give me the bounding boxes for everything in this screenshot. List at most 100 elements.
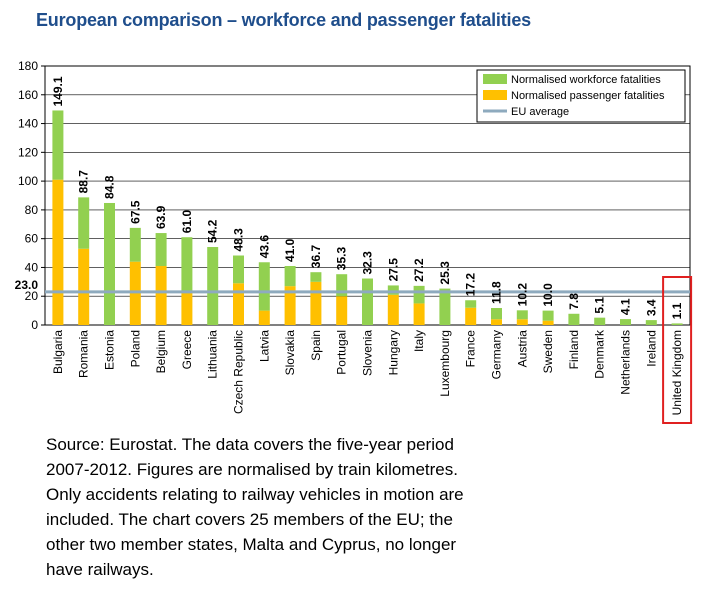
- x-tick-label: Romania: [77, 330, 91, 378]
- x-tick-label: Latvia: [257, 330, 271, 362]
- bar-segment: [336, 274, 348, 297]
- bar-segment: [542, 310, 554, 321]
- source-line: Only accidents relating to railway vehic…: [46, 485, 464, 504]
- bar-segment: [310, 281, 322, 325]
- bar-segment: [181, 291, 193, 325]
- data-label: 27.2: [412, 258, 426, 282]
- x-tick-label: Italy: [412, 330, 426, 352]
- fatalities-chart: 0 20 40 60 80 100 120 140 160 180 23.0 149.1 88.7 84.…: [15, 59, 693, 424]
- data-label: 27.5: [386, 258, 400, 282]
- x-tick-label: Germany: [490, 330, 504, 379]
- bar-segment: [284, 286, 296, 325]
- data-label: 25.3: [438, 261, 452, 285]
- source-note: Source: Eurostat. The data covers the fi…: [46, 432, 516, 582]
- x-tick-label: Hungary: [386, 330, 400, 375]
- x-tick-label: Czech Republic: [232, 330, 246, 414]
- x-tick-label: Poland: [128, 330, 142, 367]
- bar-segment: [671, 323, 683, 325]
- data-label: 7.8: [567, 293, 581, 310]
- source-line: Source: Eurostat. The data covers the fi…: [46, 435, 454, 454]
- x-tick-label: Estonia: [103, 330, 117, 370]
- bar-segment: [207, 247, 219, 325]
- y-tick-label: 0: [31, 318, 38, 332]
- bar-segment: [491, 319, 502, 325]
- bar-segment: [491, 308, 502, 320]
- bar-segment: [258, 262, 270, 311]
- y-tick-label: 60: [25, 232, 39, 246]
- y-tick-label: 100: [18, 174, 38, 188]
- data-label: 43.6: [257, 235, 271, 259]
- bar-segment: [516, 310, 528, 320]
- data-label: 54.2: [206, 219, 220, 243]
- eu-average-label: 23.0: [15, 278, 39, 292]
- data-label: 84.8: [103, 175, 117, 199]
- legend-label: EU average: [511, 106, 569, 118]
- y-tick-label: 120: [18, 145, 38, 159]
- data-label: 10.2: [515, 283, 529, 307]
- x-tick-label: Slovakia: [283, 330, 297, 376]
- x-tick-label: Belgium: [154, 330, 168, 373]
- data-label: 63.9: [154, 205, 168, 229]
- bar-segment: [155, 233, 167, 267]
- bar-segment: [465, 307, 477, 325]
- bar-segment: [155, 266, 167, 325]
- data-label: 11.8: [490, 281, 504, 304]
- x-tick-label: Luxembourg: [438, 330, 452, 397]
- legend-label: Normalised workforce fatalities: [511, 74, 661, 86]
- y-tick-label: 80: [25, 203, 39, 217]
- highlight-box: [662, 276, 693, 424]
- bar-segment: [594, 317, 606, 325]
- bar-segment: [387, 294, 399, 325]
- data-label: 3.4: [644, 299, 658, 316]
- bar-segment: [284, 266, 296, 287]
- source-line: other two member states, Malta and Cypru…: [46, 535, 457, 554]
- y-tick-label: 160: [18, 88, 38, 102]
- data-label: 61.0: [180, 210, 194, 234]
- source-line: have railways.: [46, 560, 154, 579]
- x-tick-label: Austria: [515, 330, 529, 368]
- x-tick-label: Portugal: [335, 330, 349, 375]
- x-tick-label: Lithuania: [206, 330, 220, 379]
- data-label: 48.3: [232, 228, 246, 252]
- x-tick-label: Finland: [567, 330, 581, 369]
- bar-segment: [78, 248, 90, 325]
- bar-segment: [336, 296, 348, 325]
- x-tick-label: Greece: [180, 330, 194, 370]
- bar-segment: [52, 110, 64, 180]
- bar-segment: [181, 237, 193, 292]
- legend-label: Normalised passenger fatalities: [511, 90, 665, 102]
- data-label: 32.3: [361, 251, 375, 275]
- legend-box: [476, 69, 686, 123]
- x-tick-label: United Kingdom: [670, 330, 684, 415]
- bar-segment: [78, 197, 90, 249]
- data-label: 4.1: [619, 298, 633, 315]
- legend-swatch: [483, 90, 507, 100]
- source-line: 2007-2012. Figures are normalised by tra…: [46, 460, 458, 479]
- y-tick-label: 20: [25, 289, 39, 303]
- bar-segment: [568, 313, 580, 325]
- bar-segment: [52, 179, 64, 325]
- data-label: 41.0: [283, 238, 297, 262]
- x-tick-label: Ireland: [644, 330, 658, 367]
- data-label: 5.1: [593, 297, 607, 314]
- bar-segment: [362, 278, 373, 325]
- bar-segment: [258, 310, 270, 325]
- data-label: 67.5: [128, 200, 142, 224]
- y-tick-label: 140: [18, 117, 38, 131]
- bar-segment: [413, 285, 425, 304]
- bar-segment: [465, 300, 477, 308]
- data-label: 36.7: [309, 245, 323, 269]
- x-tick-label: Spain: [309, 330, 323, 361]
- source-line: included. The chart covers 25 members of…: [46, 510, 453, 529]
- data-label: 149.1: [51, 76, 65, 106]
- bar-segment: [413, 303, 425, 325]
- bar-segment: [104, 202, 115, 325]
- bar-segment: [233, 283, 244, 325]
- bar-segment: [129, 227, 141, 262]
- data-label: 17.2: [464, 273, 478, 297]
- data-label: 35.3: [335, 247, 349, 271]
- bar-segment: [233, 255, 244, 284]
- x-tick-label: Sweden: [541, 330, 555, 373]
- data-label: 10.0: [541, 283, 555, 307]
- bar-segment: [439, 288, 451, 325]
